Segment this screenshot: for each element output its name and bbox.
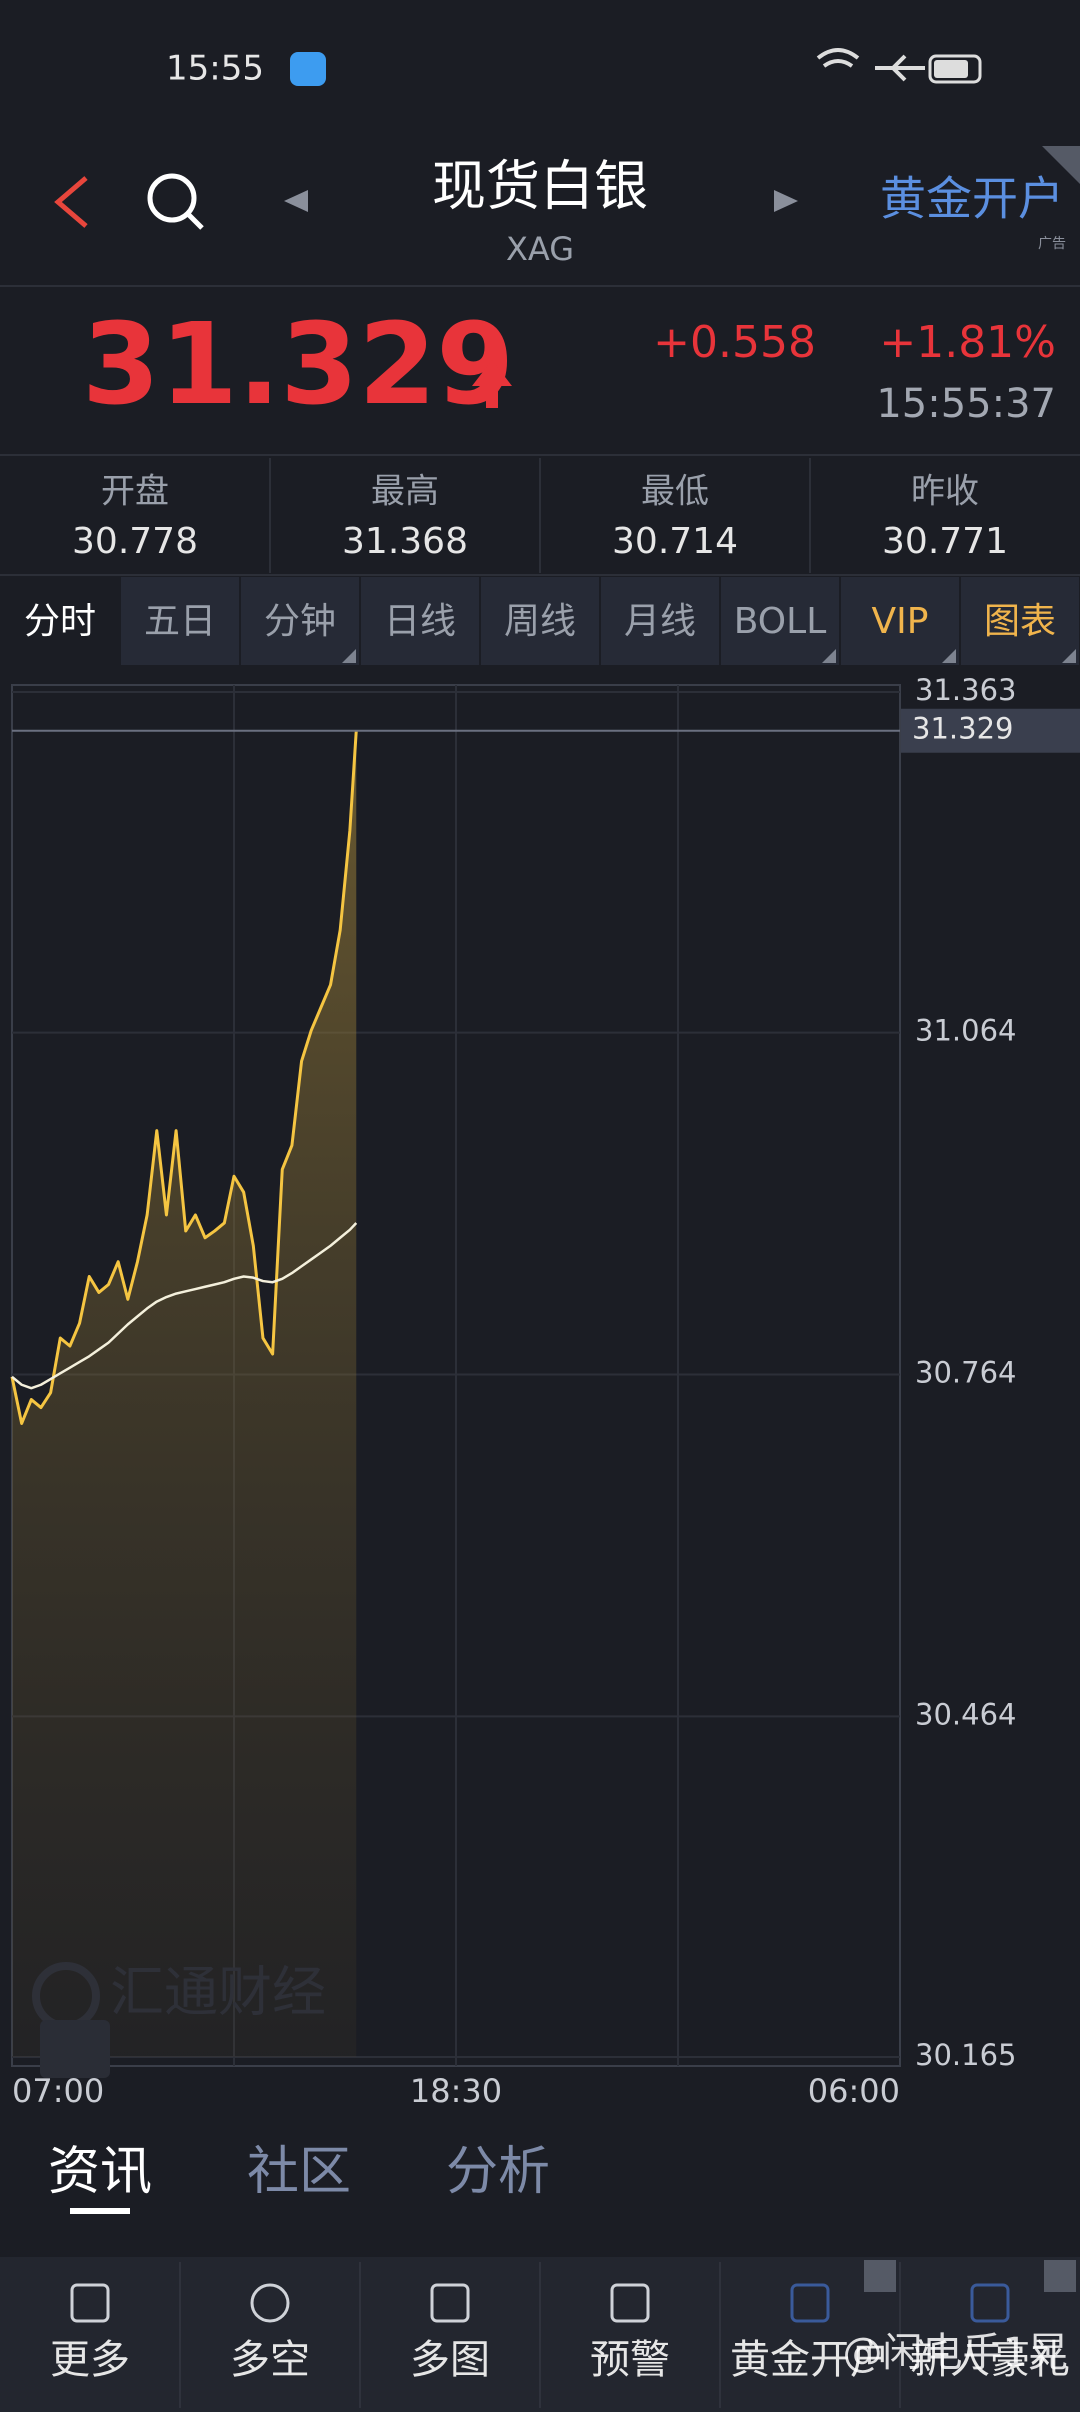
- section-tab[interactable]: 资讯: [48, 2142, 152, 2202]
- period-tab-bg[interactable]: [121, 577, 239, 665]
- period-tab[interactable]: VIP: [872, 601, 929, 642]
- tab-corner: [342, 649, 356, 663]
- period-tab-bg[interactable]: [601, 577, 719, 665]
- price-change: +0.558: [653, 317, 816, 368]
- period-tab-bg[interactable]: [961, 577, 1079, 665]
- next-button[interactable]: [774, 190, 798, 212]
- battery: [928, 54, 982, 84]
- price-change-pct: +1.81%: [879, 317, 1056, 368]
- nav-icon: [790, 2283, 830, 2323]
- price-area: [12, 730, 357, 2058]
- stat-label: 最高: [371, 472, 439, 512]
- period-tab-bg[interactable]: [481, 577, 599, 665]
- stat-label: 开盘: [101, 472, 169, 512]
- nav-label[interactable]: 预警: [590, 2337, 670, 2383]
- x-tick-label: 18:30: [410, 2072, 502, 2110]
- period-tab-bg[interactable]: [841, 577, 959, 665]
- ad-tag: 广告: [1038, 236, 1066, 252]
- section-tab[interactable]: 社区: [247, 2142, 351, 2202]
- y-tick-label: 30.764: [915, 1356, 1016, 1390]
- current-price-box: [901, 708, 1080, 753]
- nav-label[interactable]: 更多: [50, 2337, 130, 2383]
- status-time: 15:55: [166, 49, 264, 89]
- nav-icon: [250, 2283, 290, 2323]
- back-button[interactable]: [54, 176, 88, 228]
- quote-time: 15:55:37: [876, 381, 1056, 427]
- y-tick-label: 31.064: [915, 1014, 1016, 1048]
- period-tab[interactable]: 日线: [384, 601, 456, 642]
- period-tab[interactable]: 图表: [984, 601, 1056, 642]
- x-tick-label: 06:00: [808, 2072, 900, 2110]
- instrument-symbol: XAG: [506, 230, 574, 268]
- up-arrow: [472, 360, 512, 408]
- wifi-icon: [816, 48, 860, 68]
- current-price-label: 31.329: [912, 712, 1013, 746]
- nav-label[interactable]: 新人豪礼: [910, 2337, 1070, 2383]
- nav-label[interactable]: 黄金开户: [730, 2337, 890, 2383]
- watermark-author: @闲电手1晃: [843, 2330, 1068, 2376]
- x-tick-label: 07:00: [12, 2072, 104, 2110]
- last-price: 31.329: [82, 300, 514, 430]
- stat-label: 最低: [641, 472, 709, 512]
- y-tick-label: 30.464: [915, 1697, 1016, 1731]
- nav-label[interactable]: 多图: [410, 2337, 490, 2383]
- period-tab-bg[interactable]: [721, 577, 839, 665]
- average-line: [11, 1222, 358, 1390]
- stat-value: 30.778: [72, 521, 198, 562]
- nav-icon: [970, 2283, 1010, 2323]
- price-line: [10, 730, 358, 1425]
- chart-toggle[interactable]: [40, 2020, 110, 2078]
- period-tab-bg[interactable]: [361, 577, 479, 665]
- tab-corner: [1062, 649, 1076, 663]
- battery-level: [934, 60, 968, 78]
- app-icon: [290, 52, 326, 86]
- ad-link[interactable]: 黄金开户: [880, 172, 1064, 226]
- prev-button[interactable]: [284, 190, 308, 212]
- nav-icon: [610, 2283, 650, 2323]
- stat-value: 31.368: [342, 521, 468, 562]
- period-tab[interactable]: 分时: [24, 601, 96, 642]
- airplane-icon: [875, 54, 925, 82]
- stat-label: 昨收: [911, 472, 979, 512]
- period-tab[interactable]: BOLL: [734, 601, 827, 642]
- nav-ad-close[interactable]: [864, 2260, 896, 2292]
- nav-label[interactable]: 多空: [230, 2337, 310, 2383]
- period-tab[interactable]: 月线: [624, 601, 696, 642]
- y-tick-label: 30.165: [915, 2038, 1016, 2072]
- tab-corner: [822, 649, 836, 663]
- search-button[interactable]: [147, 173, 197, 223]
- ad-close[interactable]: [1042, 146, 1080, 184]
- period-tab[interactable]: 周线: [504, 601, 576, 642]
- watermark-logo: 汇通财经: [110, 1961, 326, 2024]
- stat-value: 30.714: [612, 521, 738, 562]
- period-tab[interactable]: 五日: [144, 601, 216, 642]
- nav-icon: [70, 2283, 110, 2323]
- y-tick-label: 31.363: [915, 673, 1016, 707]
- period-tab-bg[interactable]: [241, 577, 359, 665]
- search-handle: [186, 212, 204, 230]
- instrument-title: 现货白银: [432, 155, 648, 218]
- period-tab[interactable]: 分钟: [264, 601, 336, 642]
- nav-ad-close[interactable]: [1044, 2260, 1076, 2292]
- active-tab-indicator: [70, 2208, 130, 2214]
- section-tab[interactable]: 分析: [446, 2142, 550, 2202]
- period-tab-bg[interactable]: [1, 577, 119, 665]
- nav-icon: [430, 2283, 470, 2323]
- stat-value: 30.771: [882, 521, 1008, 562]
- tab-corner: [942, 649, 956, 663]
